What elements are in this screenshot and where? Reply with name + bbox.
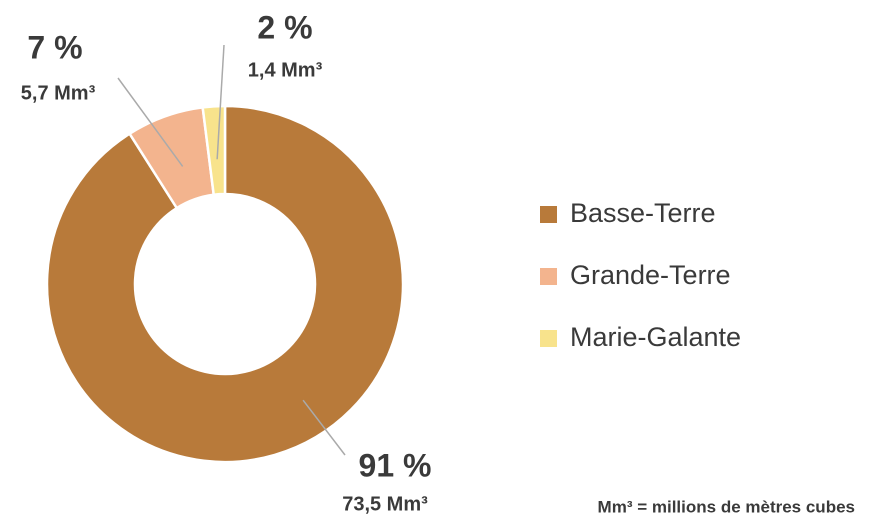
volume-label: 1,4 Mm³ (248, 59, 323, 81)
value-label: 7 % (27, 29, 82, 65)
legend-label: Marie-Galante (570, 322, 741, 352)
leader-line (117, 77, 184, 167)
legend-swatch (540, 268, 557, 285)
volume-label: 73,5 Mm³ (342, 493, 428, 515)
legend-label: Basse-Terre (570, 198, 716, 228)
value-label: 2 % (257, 9, 312, 45)
legend-label: Grande-Terre (570, 260, 731, 290)
leader-line (216, 44, 225, 160)
value-label: 91 % (359, 447, 432, 483)
legend-swatch (540, 206, 557, 223)
volume-label: 5,7 Mm³ (21, 82, 96, 104)
note: Mm³ = millions de mètres cubes (598, 497, 855, 516)
legend-swatch (540, 330, 557, 347)
donut-slice (45, 104, 405, 464)
leader-line (302, 399, 346, 456)
